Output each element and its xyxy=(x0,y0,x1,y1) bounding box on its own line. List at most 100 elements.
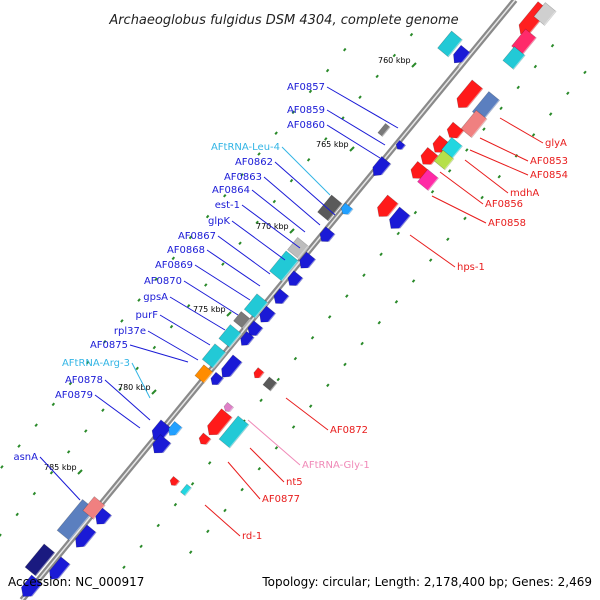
gene-feature xyxy=(437,30,464,58)
gene-feature xyxy=(453,44,472,68)
gene-feature xyxy=(417,168,440,192)
gene-label: glpK xyxy=(208,216,230,227)
scale-tick-label: 770 kbp xyxy=(256,222,289,231)
summary-text: Topology: circular; Length: 2,178,400 bp… xyxy=(261,575,592,589)
gene-feature xyxy=(201,343,227,369)
gene-feature xyxy=(194,364,214,384)
gene-feature xyxy=(243,293,269,319)
gene-label: AF0879 xyxy=(55,390,93,401)
gene-feature xyxy=(210,371,225,389)
gene-feature xyxy=(207,408,234,440)
gene-feature xyxy=(287,270,304,290)
gene-feature xyxy=(395,139,407,153)
gene-feature xyxy=(240,330,256,350)
gene-label: AF0870 xyxy=(144,276,182,287)
gene-feature xyxy=(168,420,184,440)
gene-feature xyxy=(299,251,317,273)
leader-line xyxy=(263,176,321,226)
gene-feature xyxy=(152,434,172,459)
gene-label: glyA xyxy=(545,138,567,149)
gene-labels: AF0857 AF0859 AF0860 AFtRNA-Leu-4 AF0862 AF08… xyxy=(13,82,568,542)
gene-label: AF0878 xyxy=(65,375,103,386)
gene-feature xyxy=(21,574,44,600)
gene-feature xyxy=(198,432,212,448)
leader-line xyxy=(129,344,189,363)
leader-line xyxy=(217,235,271,275)
gene-label: AF0867 xyxy=(178,231,216,242)
leader-line xyxy=(94,394,141,429)
gene-feature xyxy=(49,556,72,584)
gene-feature xyxy=(233,311,252,330)
leader-line xyxy=(131,362,151,399)
leader-line xyxy=(183,280,239,316)
gene-features xyxy=(21,1,557,600)
gene-feature xyxy=(262,376,278,392)
scale-tick-label: 775 kbp xyxy=(193,305,226,314)
scale-tick-mark xyxy=(289,228,295,234)
gene-label: AF0857 xyxy=(287,82,325,93)
gene-label: AF0864 xyxy=(212,185,250,196)
gene-feature xyxy=(247,320,264,340)
gene-feature xyxy=(223,401,235,415)
gene-label: est-1 xyxy=(215,200,240,211)
gene-label: AF0858 xyxy=(488,218,526,229)
map-title: Archaeoglobus fulgidus DSM 4304, complet… xyxy=(108,13,458,28)
gene-label: AF0863 xyxy=(224,172,262,183)
gene-feature xyxy=(95,507,113,529)
scale-tick-mark xyxy=(151,389,157,395)
gene-feature xyxy=(389,206,412,234)
leader-line xyxy=(326,109,386,146)
gene-feature xyxy=(377,194,400,222)
gene-label: asnA xyxy=(13,452,38,463)
accession-text: Accession: NC_000917 xyxy=(8,575,144,589)
leader-line xyxy=(39,456,81,501)
scale-tick-mark xyxy=(411,62,417,68)
gene-label: AF0859 xyxy=(287,105,325,116)
gene-label: AF0869 xyxy=(155,260,193,271)
scale-tick-label: 765 kbp xyxy=(316,140,349,149)
gene-label: AFtRNA-Leu-4 xyxy=(211,142,280,153)
leader-line xyxy=(147,330,199,361)
gene-feature xyxy=(269,250,300,282)
gene-feature xyxy=(169,475,181,489)
gene-feature xyxy=(221,354,244,382)
leader-line xyxy=(431,195,487,224)
scale-tick-label: 760 kbp xyxy=(378,56,411,65)
gene-label: AF0853 xyxy=(530,156,568,167)
scale-tick-mark xyxy=(226,311,232,317)
gene-label: mdhA xyxy=(510,188,539,199)
leader-line xyxy=(249,447,285,483)
gene-feature xyxy=(372,156,392,181)
gene-label: AF0856 xyxy=(485,199,523,210)
leader-line xyxy=(104,379,151,421)
leader-line xyxy=(159,314,211,346)
leader-line xyxy=(464,159,509,194)
leader-line xyxy=(499,117,544,144)
genome-backbone xyxy=(19,0,518,600)
gene-feature xyxy=(456,79,484,113)
leader-line xyxy=(281,146,331,196)
gene-feature xyxy=(24,543,56,577)
gene-label: hps-1 xyxy=(457,262,485,273)
gene-feature xyxy=(273,288,290,308)
gene-label: AF0877 xyxy=(262,494,300,505)
scale-ticks: 760 kbp 765 kbp 770 kbp 775 kbp 780 kbp 785 k… xyxy=(44,56,417,475)
gene-feature xyxy=(75,524,98,552)
leader-line xyxy=(479,137,529,162)
gene-feature xyxy=(502,46,526,71)
leader-line xyxy=(194,264,251,301)
gene-feature xyxy=(317,194,344,222)
gene-feature xyxy=(259,305,277,327)
tick-dots xyxy=(0,32,587,570)
scale-tick-mark xyxy=(349,146,355,152)
leader-line xyxy=(326,124,381,159)
leader-line xyxy=(251,189,306,233)
gene-feature xyxy=(511,28,538,56)
gene-label: gpsA xyxy=(143,292,168,303)
gene-feature xyxy=(287,236,310,260)
leader-line xyxy=(227,461,261,500)
gene-feature xyxy=(433,149,455,171)
leader-line xyxy=(409,234,456,268)
gene-label: AF0872 xyxy=(330,425,368,436)
